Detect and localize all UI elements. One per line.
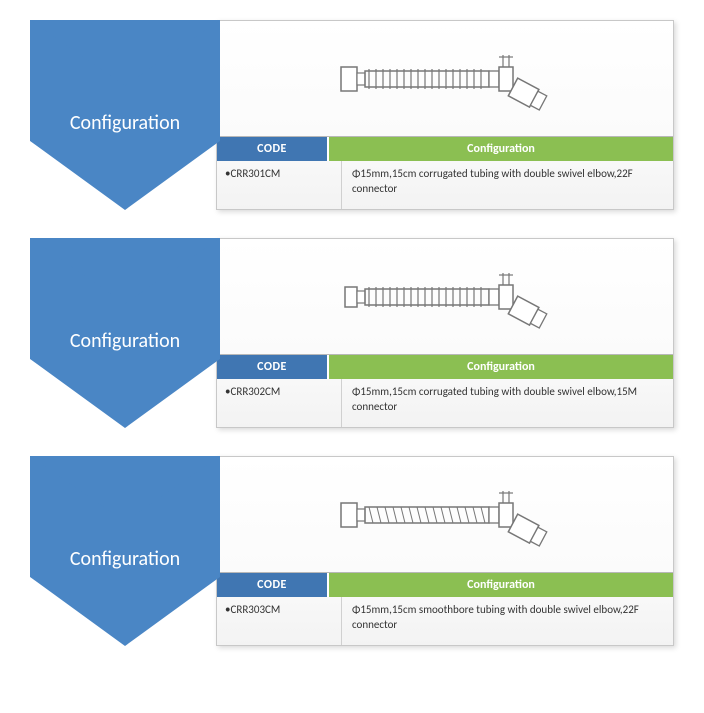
config-cell: Φ15mm,15cm corrugated tubing with double… (342, 379, 673, 427)
config-header: Configuration (329, 355, 673, 379)
code-header: CODE (217, 573, 329, 597)
config-row: Configuration CODE Configuration (30, 238, 674, 428)
product-illustration (217, 21, 673, 136)
chevron-icon: Configuration (30, 20, 220, 210)
chevron-label: Configuration (70, 547, 180, 571)
config-row: Configuration CODE Configuration (30, 20, 674, 210)
config-cell: Φ15mm,15cm smoothbore tubing with double… (342, 597, 673, 645)
config-table: CODE Configuration •CRR303CM Φ15mm,15cm … (217, 572, 673, 645)
chevron-icon: Configuration (30, 238, 220, 428)
chevron-label: Configuration (70, 329, 180, 353)
config-row: Configuration CODE Configuration (30, 456, 674, 646)
config-cell: Φ15mm,15cm corrugated tubing with double… (342, 161, 673, 209)
code-cell: •CRR303CM (217, 597, 342, 645)
code-header: CODE (217, 137, 329, 161)
code-header: CODE (217, 355, 329, 379)
config-card: CODE Configuration •CRR301CM Φ15mm,15cm … (216, 20, 674, 210)
product-illustration (217, 239, 673, 354)
config-table: CODE Configuration •CRR302CM Φ15mm,15cm … (217, 354, 673, 427)
chevron-label: Configuration (70, 111, 180, 135)
product-illustration (217, 457, 673, 572)
code-cell: •CRR302CM (217, 379, 342, 427)
config-header: Configuration (329, 573, 673, 597)
config-card: CODE Configuration •CRR302CM Φ15mm,15cm … (216, 238, 674, 428)
config-card: CODE Configuration •CRR303CM Φ15mm,15cm … (216, 456, 674, 646)
chevron-icon: Configuration (30, 456, 220, 646)
config-header: Configuration (329, 137, 673, 161)
code-cell: •CRR301CM (217, 161, 342, 209)
config-table: CODE Configuration •CRR301CM Φ15mm,15cm … (217, 136, 673, 209)
